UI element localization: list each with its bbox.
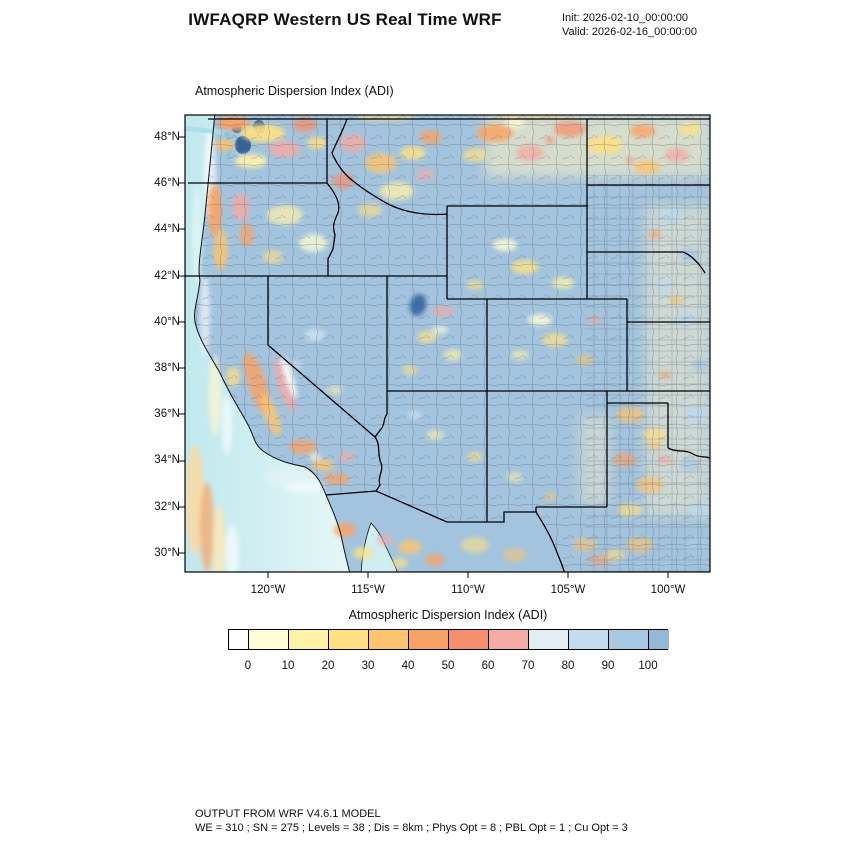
lon-label: 110°W [451, 584, 485, 596]
colorbar-swatch [289, 630, 329, 649]
lat-label: 46°N [154, 177, 180, 189]
colorbar-tick-label: 50 [441, 660, 455, 672]
colorbar-tick-label: 90 [601, 660, 615, 672]
colorbar-swatch [229, 630, 249, 649]
colorbar-tick-label: 30 [361, 660, 375, 672]
coastline [194, 115, 351, 572]
init-time: Init: 2026-02-10_00:00:00 [562, 12, 688, 24]
map-subtitle: Atmospheric Dispersion Index (ADI) [195, 84, 394, 98]
colorbar-swatch [609, 630, 649, 649]
colorbar-swatch [409, 630, 449, 649]
lat-label: 36°N [154, 408, 180, 420]
colorbar-swatch [329, 630, 369, 649]
colorbar-tick-label: 40 [401, 660, 415, 672]
colorbar-swatch [529, 630, 569, 649]
colorbar-swatch [649, 630, 669, 649]
colorbar-swatch [569, 630, 609, 649]
colorbar-tick-label: 80 [561, 660, 575, 672]
lat-label: 40°N [154, 316, 180, 328]
model-config-line: WE = 310 ; SN = 275 ; Levels = 38 ; Dis … [195, 822, 628, 834]
colorbar-swatch [249, 630, 289, 649]
colorbar-swatch [449, 630, 489, 649]
colorbar-tick-label: 100 [638, 660, 658, 672]
pacific-ocean [185, 115, 350, 572]
colorbar-tick-label: 70 [521, 660, 535, 672]
adi-map [179, 114, 711, 578]
axis-ticks [179, 136, 669, 578]
lat-label: 44°N [154, 223, 180, 235]
colorbar-tick-label: 20 [321, 660, 335, 672]
lat-label: 42°N [154, 270, 180, 282]
colorbar-tick-label: 10 [281, 660, 295, 672]
lat-label: 34°N [154, 454, 180, 466]
lon-label: 120°W [250, 584, 286, 596]
colorbar-tick-label: 60 [481, 660, 495, 672]
colorbar-title: Atmospheric Dispersion Index (ADI) [348, 608, 548, 622]
lat-label: 38°N [154, 362, 180, 374]
colorbar-swatch [489, 630, 529, 649]
colorbar-swatch [369, 630, 409, 649]
lon-label: 115°W [351, 584, 385, 596]
colorbar-tick-label: 0 [244, 660, 252, 672]
lon-label: 105°W [550, 584, 586, 596]
lat-label: 30°N [154, 547, 180, 559]
map-frame [184, 114, 711, 573]
model-output-line: OUTPUT FROM WRF V4.6.1 MODEL [195, 808, 381, 820]
run-times: Init: 2026-02-10_00:00:00 Valid: 2026-02… [562, 11, 697, 39]
valid-time: Valid: 2026-02-16_00:00:00 [562, 26, 697, 38]
plot-title: IWFAQRP Western US Real Time WRF [188, 10, 502, 29]
lat-label: 48°N [154, 131, 180, 143]
colorbar [228, 629, 669, 650]
lon-label: 100°W [650, 584, 686, 596]
lat-label: 32°N [154, 501, 180, 513]
county-lines-dense [585, 175, 710, 572]
state-borders [185, 118, 710, 572]
